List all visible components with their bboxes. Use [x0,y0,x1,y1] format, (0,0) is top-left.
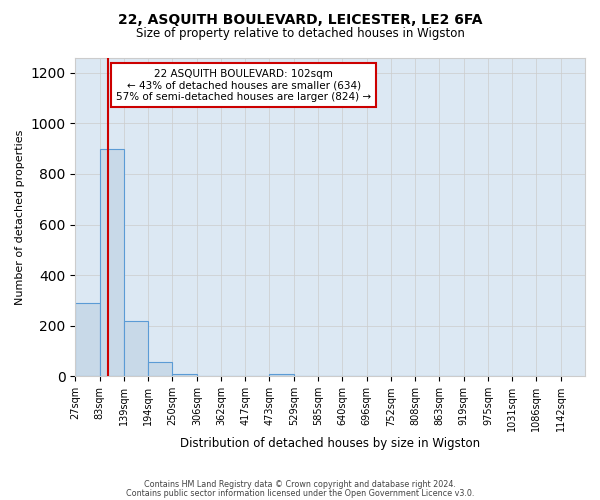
Bar [172,374,197,376]
Text: Contains public sector information licensed under the Open Government Licence v3: Contains public sector information licen… [126,489,474,498]
Bar [148,362,172,376]
Text: 22, ASQUITH BOULEVARD, LEICESTER, LE2 6FA: 22, ASQUITH BOULEVARD, LEICESTER, LE2 6F… [118,12,482,26]
Bar [124,320,148,376]
Bar [76,303,100,376]
Text: Contains HM Land Registry data © Crown copyright and database right 2024.: Contains HM Land Registry data © Crown c… [144,480,456,489]
Y-axis label: Number of detached properties: Number of detached properties [15,129,25,304]
X-axis label: Distribution of detached houses by size in Wigston: Distribution of detached houses by size … [180,437,480,450]
Text: 22 ASQUITH BOULEVARD: 102sqm
← 43% of detached houses are smaller (634)
57% of s: 22 ASQUITH BOULEVARD: 102sqm ← 43% of de… [116,68,371,102]
Bar [269,374,294,376]
Bar [100,148,124,376]
Text: Size of property relative to detached houses in Wigston: Size of property relative to detached ho… [136,28,464,40]
